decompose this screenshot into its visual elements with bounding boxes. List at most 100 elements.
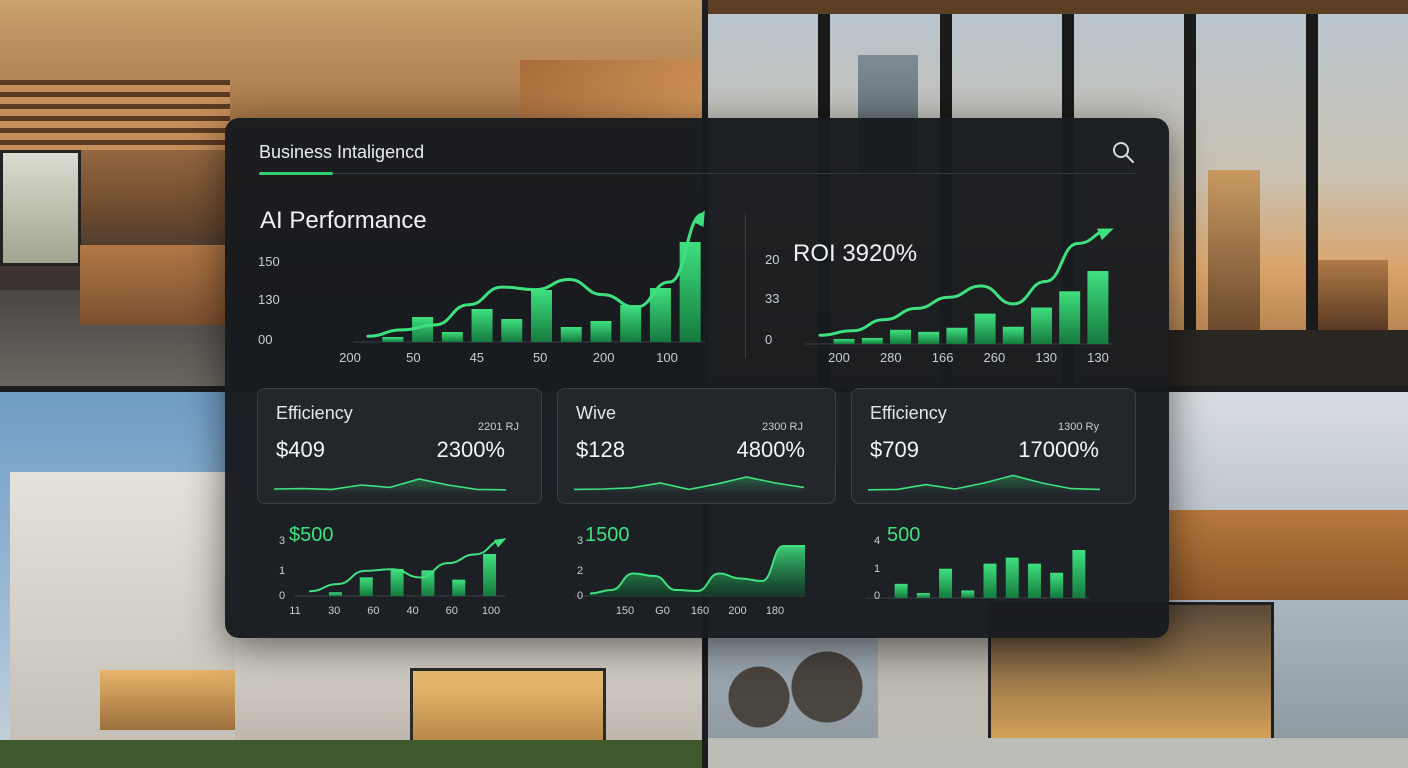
kpi-value: $409 — [276, 437, 325, 462]
y-tick-label: 1 — [874, 563, 880, 575]
chart-roi: 20 33 0 200 280 166 260 130 130 — [765, 228, 1114, 365]
x-tick-label: 130 — [1035, 350, 1057, 365]
area-fill — [590, 546, 805, 596]
bar — [390, 568, 404, 596]
area-line — [589, 545, 805, 595]
x-tick-label: 200 — [728, 605, 746, 617]
x-tick-label: 260 — [984, 350, 1006, 365]
bar — [412, 317, 434, 342]
sparkline-fill — [868, 475, 1100, 493]
y-tick-label: 130 — [258, 292, 280, 307]
bar — [1072, 550, 1086, 598]
trend-line — [309, 539, 504, 593]
bar — [441, 332, 463, 342]
y-tick-label: 33 — [765, 291, 779, 306]
y-tick-label: 0 — [577, 590, 583, 602]
y-tick-label: 2 — [577, 565, 583, 577]
bar — [939, 568, 953, 598]
bar — [471, 309, 493, 342]
bar — [501, 319, 523, 342]
bar — [961, 590, 975, 598]
bar — [1027, 563, 1041, 598]
kpi-card-efficiency-1[interactable]: Efficiency $409 2201 RJ 2300% — [257, 388, 542, 504]
x-tick-label: 130 — [1087, 350, 1109, 365]
x-tick-label: 200 — [593, 350, 615, 365]
mini-chart-3-title: 500 — [887, 524, 921, 546]
y-tick-label: 150 — [258, 254, 280, 269]
kpi-sparkline — [274, 478, 506, 493]
bar — [421, 570, 435, 596]
mini-chart-2-title: 1500 — [585, 524, 630, 546]
bar — [531, 290, 552, 342]
bar — [918, 331, 940, 344]
kpi-percent: 2300% — [436, 437, 505, 462]
bar — [483, 554, 497, 596]
y-tick-label: 1 — [279, 565, 285, 577]
x-tick-label: 100 — [656, 350, 678, 365]
kpi-card-efficiency-2[interactable]: Efficiency $709 1300 Ry 17000% — [851, 388, 1136, 504]
kpi-card-wive[interactable]: Wive $128 2300 RJ 4800% — [557, 388, 836, 504]
x-tick-label: 280 — [880, 350, 902, 365]
bar — [328, 592, 342, 596]
bar — [560, 327, 582, 342]
kpi-percent: 4800% — [736, 437, 805, 462]
kpi-small: 2201 RJ — [478, 421, 519, 433]
header-divider — [333, 173, 1135, 174]
bar — [833, 338, 855, 344]
y-tick-label: 0 — [765, 332, 772, 347]
bar — [590, 321, 612, 342]
chart-1-title: AI Performance — [260, 207, 427, 234]
x-tick-label: 60 — [367, 605, 379, 617]
trend-arrow-head — [494, 538, 507, 548]
x-tick-label: 45 — [470, 350, 484, 365]
x-tick-label: 100 — [482, 605, 500, 617]
x-tick-label: 60 — [446, 605, 458, 617]
x-tick-label: 50 — [406, 350, 420, 365]
trend-line — [366, 212, 705, 338]
x-tick-label: 50 — [533, 350, 547, 365]
sparkline-fill — [274, 479, 506, 493]
mini-chart-3: 4 1 0 — [865, 535, 1090, 602]
x-tick-label: 160 — [691, 605, 709, 617]
x-tick-label: 180 — [766, 605, 784, 617]
kpi-label: Efficiency — [276, 403, 353, 423]
kpi-percent: 17000% — [1018, 437, 1099, 462]
bar — [359, 577, 373, 596]
kpi-label: Wive — [576, 403, 616, 423]
active-tab-indicator — [259, 172, 333, 175]
sparkline-line — [574, 476, 804, 491]
kpi-value: $709 — [870, 437, 919, 462]
kpi-sparkline — [868, 474, 1100, 493]
x-tick-label: 200 — [339, 350, 361, 365]
x-tick-label: 11 — [289, 605, 300, 617]
bar — [620, 305, 642, 342]
bar — [861, 337, 883, 344]
y-tick-label: 0 — [279, 590, 285, 602]
kpi-label: Efficiency — [870, 403, 947, 423]
sparkline-fill — [574, 477, 804, 493]
bar — [890, 329, 911, 344]
kpi-sparkline — [574, 476, 804, 493]
bar — [1005, 557, 1019, 598]
search-icon[interactable] — [1111, 140, 1135, 164]
bar — [1031, 307, 1052, 344]
x-tick-label: 166 — [932, 350, 954, 365]
y-tick-label: 4 — [874, 535, 880, 547]
y-tick-label: 0 — [874, 590, 880, 602]
bar — [894, 583, 908, 598]
kpi-small: 2300 RJ — [762, 421, 803, 433]
bar — [1050, 572, 1064, 598]
app-title: Business Intaligencd — [259, 142, 425, 162]
bar — [983, 563, 997, 598]
y-tick-label: 3 — [279, 535, 285, 547]
bar — [1002, 326, 1024, 344]
chart-2-title: ROI 3920% — [793, 240, 918, 267]
mini-chart-1: 3 1 0 11 30 60 40 60 100 — [279, 535, 507, 617]
bar — [649, 288, 671, 342]
mini-chart-2: 3 2 0 150 G0 160 200 180 — [575, 535, 805, 617]
x-tick-label: 30 — [328, 605, 340, 617]
x-tick-label: G0 — [655, 605, 670, 617]
chart-divider — [745, 213, 746, 358]
bar — [382, 337, 404, 342]
bar — [946, 327, 968, 344]
